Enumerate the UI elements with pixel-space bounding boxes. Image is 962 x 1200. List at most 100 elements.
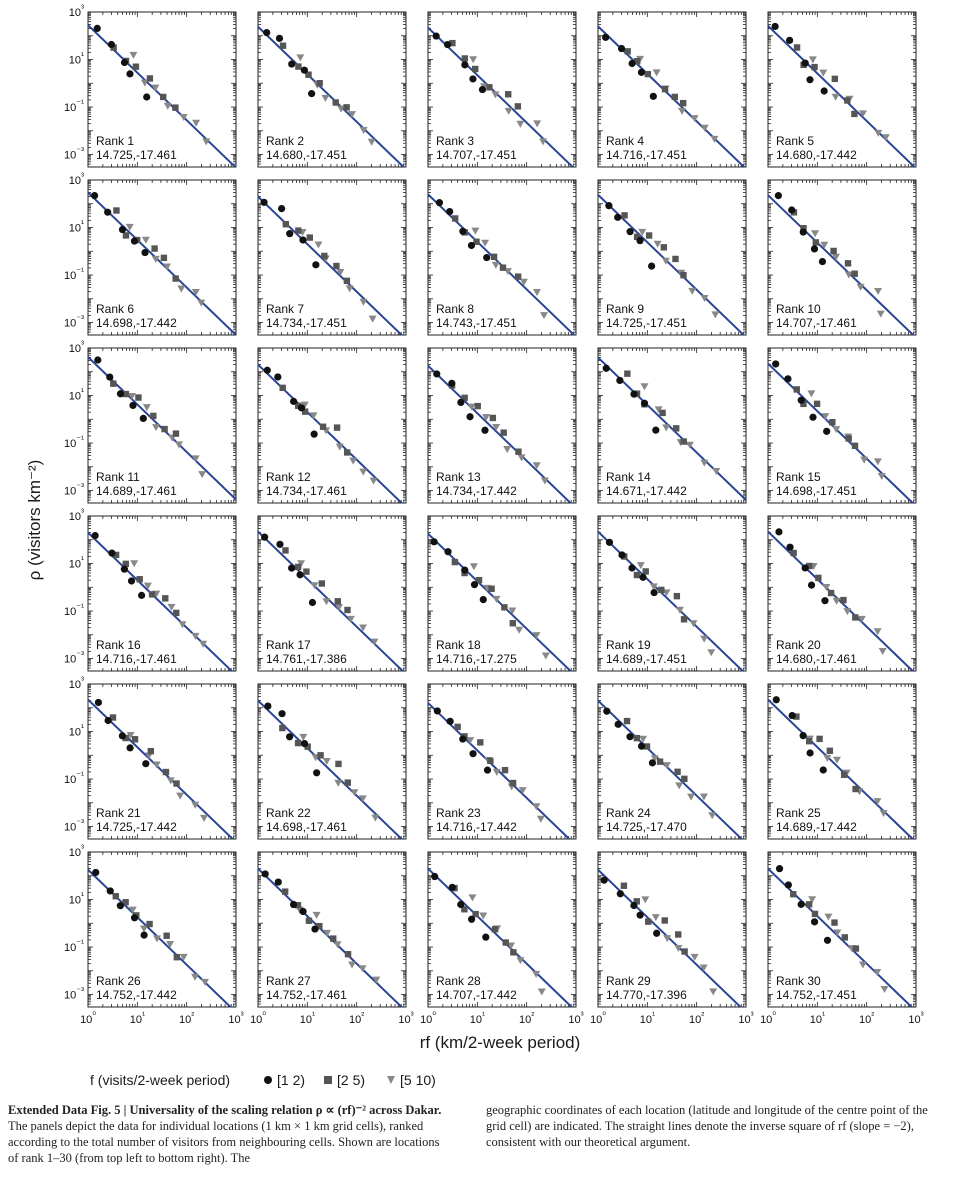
point-triangle (143, 582, 152, 590)
point-triangle (337, 105, 346, 113)
point-triangle (821, 413, 830, 421)
point-circle (636, 237, 644, 245)
point-triangle (700, 635, 709, 643)
point-triangle (811, 230, 820, 238)
point-circle (648, 262, 656, 270)
panel-coords-label: 14.689,-17.461 (96, 484, 177, 498)
point-square (811, 63, 818, 71)
point-triangle (516, 120, 525, 128)
point-square (812, 239, 820, 246)
point-circle (483, 766, 492, 774)
point-circle (443, 40, 452, 49)
point-triangle (192, 119, 201, 127)
point-circle (799, 228, 807, 236)
point-square (173, 780, 180, 787)
panel-rank-4: Rank 414.716,-17.451 (597, 11, 747, 168)
panel-rank-label: Rank 5 (776, 134, 814, 148)
point-triangle (650, 755, 659, 763)
point-triangle (322, 598, 331, 606)
point-circle (288, 60, 296, 68)
point-square (813, 400, 821, 408)
point-square (295, 402, 302, 409)
point-triangle (879, 810, 888, 818)
point-square (294, 739, 302, 747)
point-triangle (675, 606, 684, 614)
panel-frame (427, 179, 577, 336)
point-circle (602, 364, 610, 372)
point-triangle (491, 91, 500, 99)
point-square (172, 275, 179, 282)
point-square (110, 44, 117, 51)
point-square (136, 576, 143, 583)
point-circle (637, 68, 646, 76)
point-square (680, 616, 688, 623)
point-square (815, 574, 822, 582)
point-triangle (310, 582, 319, 590)
point-circle (278, 710, 286, 718)
point-circle (91, 531, 99, 540)
point-circle (818, 257, 827, 266)
point-triangle (177, 285, 186, 293)
point-triangle (519, 278, 528, 286)
point-square (844, 260, 852, 267)
fit-line (428, 26, 575, 167)
y-tick-label: 10⁻¹ (64, 266, 84, 282)
y-tick-label: 10³ (69, 339, 84, 355)
point-triangle (539, 312, 548, 320)
point-triangle (874, 129, 883, 137)
point-triangle (873, 798, 882, 806)
panel-frame (427, 347, 577, 504)
point-circle (806, 76, 814, 84)
point-square (282, 547, 289, 554)
point-triangle (335, 443, 344, 451)
point-circle (801, 564, 809, 572)
point-circle (649, 92, 657, 100)
point-square (109, 714, 117, 721)
panel-coords-label: 14.698,-17.451 (776, 484, 857, 498)
point-circle (626, 228, 634, 236)
point-square (279, 42, 287, 49)
point-triangle (336, 269, 345, 277)
point-circle (137, 591, 146, 599)
point-square (844, 97, 851, 104)
point-square (319, 423, 327, 430)
point-square (335, 760, 342, 768)
point-circle (605, 538, 614, 546)
y-tick-label: 10¹ (69, 387, 84, 403)
point-triangle (707, 649, 716, 657)
point-square (645, 232, 653, 239)
point-triangle (163, 102, 172, 110)
panel-frame (427, 11, 577, 168)
point-square (680, 438, 687, 445)
point-circle (618, 551, 626, 559)
point-circle (772, 360, 780, 368)
point-square (306, 234, 313, 241)
point-circle (446, 207, 454, 216)
point-square (488, 585, 495, 592)
panel-frame (597, 11, 747, 168)
panel-rank-label: Rank 20 (776, 638, 821, 652)
point-circle (481, 426, 489, 434)
point-square (845, 435, 852, 442)
point-triangle (482, 414, 491, 422)
point-triangle (700, 295, 709, 303)
y-tick-label: 10⁻³ (64, 314, 84, 330)
point-triangle (370, 638, 379, 646)
point-square (800, 225, 807, 232)
point-circle (801, 59, 809, 67)
point-circle (637, 742, 646, 750)
point-square (633, 57, 641, 65)
point-square (490, 253, 498, 260)
point-triangle (297, 560, 306, 568)
point-triangle (876, 310, 885, 318)
point-triangle (130, 560, 139, 568)
point-circle (296, 571, 304, 579)
point-triangle (178, 621, 187, 629)
fit-line (258, 699, 404, 839)
